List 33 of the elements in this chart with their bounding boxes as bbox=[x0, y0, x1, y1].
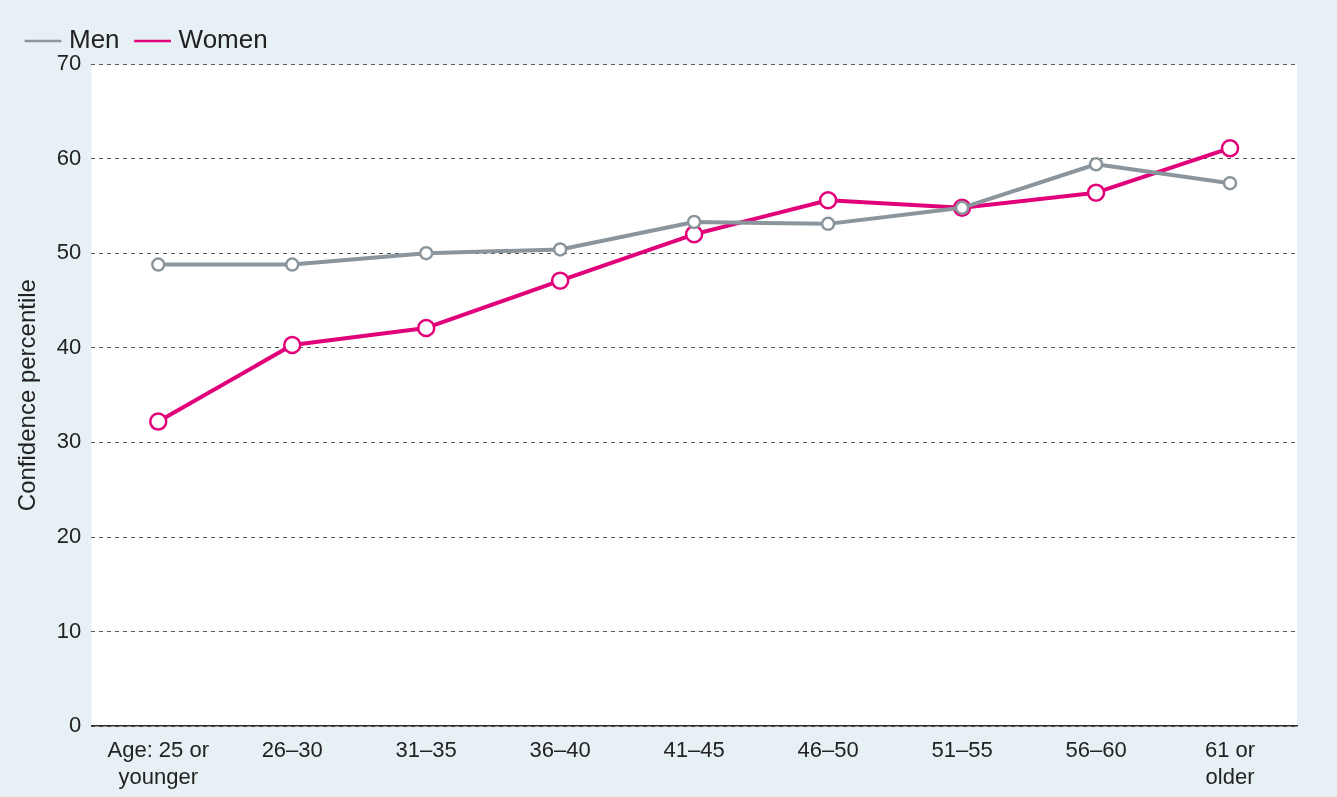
x-tick-label: 41–45 bbox=[663, 737, 725, 763]
legend-label: Women bbox=[178, 24, 268, 55]
point bbox=[418, 245, 434, 261]
x-tick-label: 61 or older bbox=[1204, 737, 1256, 789]
y-tick-label: 50 bbox=[56, 239, 82, 265]
point bbox=[552, 242, 568, 257]
point bbox=[818, 190, 838, 210]
x-tick-label: 26–30 bbox=[261, 737, 323, 763]
x-tick-label: 31–35 bbox=[395, 737, 457, 763]
x-tick-label: Age: 25 or younger bbox=[107, 737, 210, 789]
y-tick-label: 20 bbox=[56, 523, 82, 549]
y-tick-label: 40 bbox=[56, 333, 82, 359]
y-tick-label: 10 bbox=[56, 617, 82, 643]
point bbox=[686, 214, 702, 230]
y-tick-label: 0 bbox=[69, 712, 82, 738]
y-tick-label: 60 bbox=[56, 144, 82, 170]
point bbox=[820, 216, 836, 232]
y-tick-label: 30 bbox=[56, 428, 82, 454]
point bbox=[1220, 138, 1240, 158]
point bbox=[1088, 157, 1104, 172]
point bbox=[284, 257, 300, 272]
point bbox=[416, 318, 436, 338]
y-axis-title: Confidence percentile bbox=[13, 279, 41, 512]
point bbox=[151, 257, 166, 272]
point bbox=[149, 412, 168, 431]
point bbox=[550, 271, 570, 290]
point bbox=[282, 335, 302, 355]
x-tick-label: 46–50 bbox=[797, 737, 859, 763]
point bbox=[1086, 183, 1106, 202]
point bbox=[1222, 175, 1238, 191]
x-tick-label: 56–60 bbox=[1065, 737, 1127, 763]
x-tick-label: 51–55 bbox=[931, 737, 993, 763]
x-tick-label: 36–40 bbox=[529, 737, 591, 763]
